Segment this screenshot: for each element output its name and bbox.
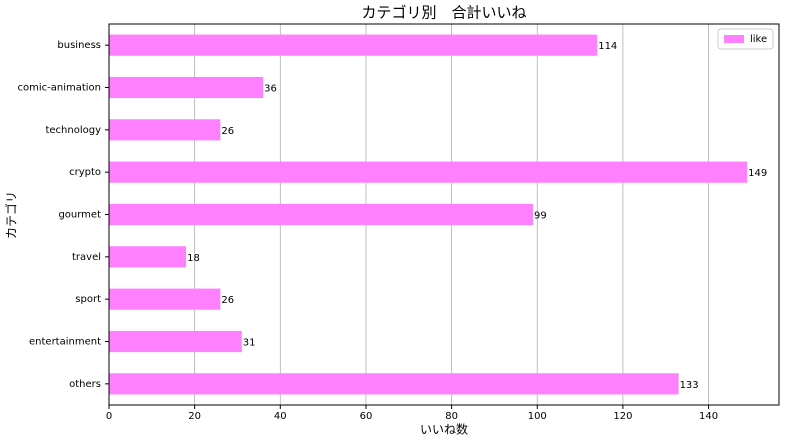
y-tick-label: comic-animation <box>17 83 101 94</box>
bar <box>109 373 679 395</box>
y-tick-label: crypto <box>69 167 101 178</box>
data-label: 18 <box>187 253 200 264</box>
plot-frame <box>108 23 780 406</box>
x-axis-label: いいね数 <box>420 422 468 437</box>
data-label: 26 <box>221 295 234 306</box>
bar <box>109 330 242 353</box>
bar <box>109 119 221 141</box>
x-tick-label: 0 <box>106 411 112 422</box>
bar <box>109 34 598 56</box>
x-tick-label: 100 <box>528 411 547 422</box>
x-tick-label: 140 <box>699 411 718 422</box>
x-tick-label: 20 <box>188 411 201 422</box>
y-tick-label: gourmet <box>58 210 101 221</box>
data-label: 99 <box>534 211 547 222</box>
bar <box>109 203 533 226</box>
y-tick-label: others <box>69 379 101 390</box>
data-label: 31 <box>243 338 256 349</box>
bar <box>109 288 221 310</box>
y-tick-label: business <box>57 40 101 51</box>
x-tick-label: 80 <box>445 411 458 422</box>
y-tick-label: sport <box>75 294 101 305</box>
x-tick-label: 40 <box>274 411 287 422</box>
data-label: 114 <box>598 41 617 52</box>
data-label: 26 <box>221 126 234 137</box>
y-tick-label: travel <box>72 252 101 263</box>
data-label: 36 <box>264 84 277 95</box>
y-tick-label: entertainment <box>29 337 101 348</box>
y-axis-label: カテゴリ <box>4 191 19 239</box>
data-label: 133 <box>680 380 699 391</box>
legend-swatch <box>724 35 744 43</box>
chart-title: カテゴリ別 合計いいね <box>361 4 526 22</box>
data-label: 149 <box>748 168 767 179</box>
x-tick-label: 120 <box>613 411 632 422</box>
legend-label: like <box>750 34 767 45</box>
bar <box>109 76 264 99</box>
bar <box>109 246 187 268</box>
y-tick-label: technology <box>45 125 101 136</box>
legend-box <box>717 28 774 50</box>
x-tick-label: 60 <box>360 411 373 422</box>
bar <box>109 161 748 183</box>
